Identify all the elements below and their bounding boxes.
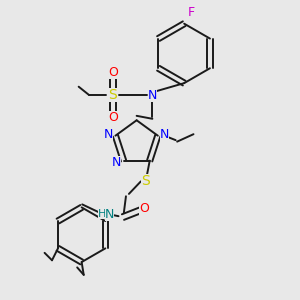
- Text: O: O: [108, 66, 118, 79]
- Text: N: N: [111, 156, 121, 169]
- Text: H: H: [98, 209, 106, 219]
- Text: F: F: [188, 6, 195, 19]
- Text: S: S: [109, 88, 117, 102]
- Text: N: N: [148, 88, 157, 101]
- Text: O: O: [140, 202, 149, 215]
- Text: N: N: [160, 128, 169, 141]
- Text: O: O: [108, 111, 118, 124]
- Text: N: N: [105, 208, 114, 220]
- Text: S: S: [141, 174, 150, 188]
- Text: N: N: [103, 128, 113, 141]
